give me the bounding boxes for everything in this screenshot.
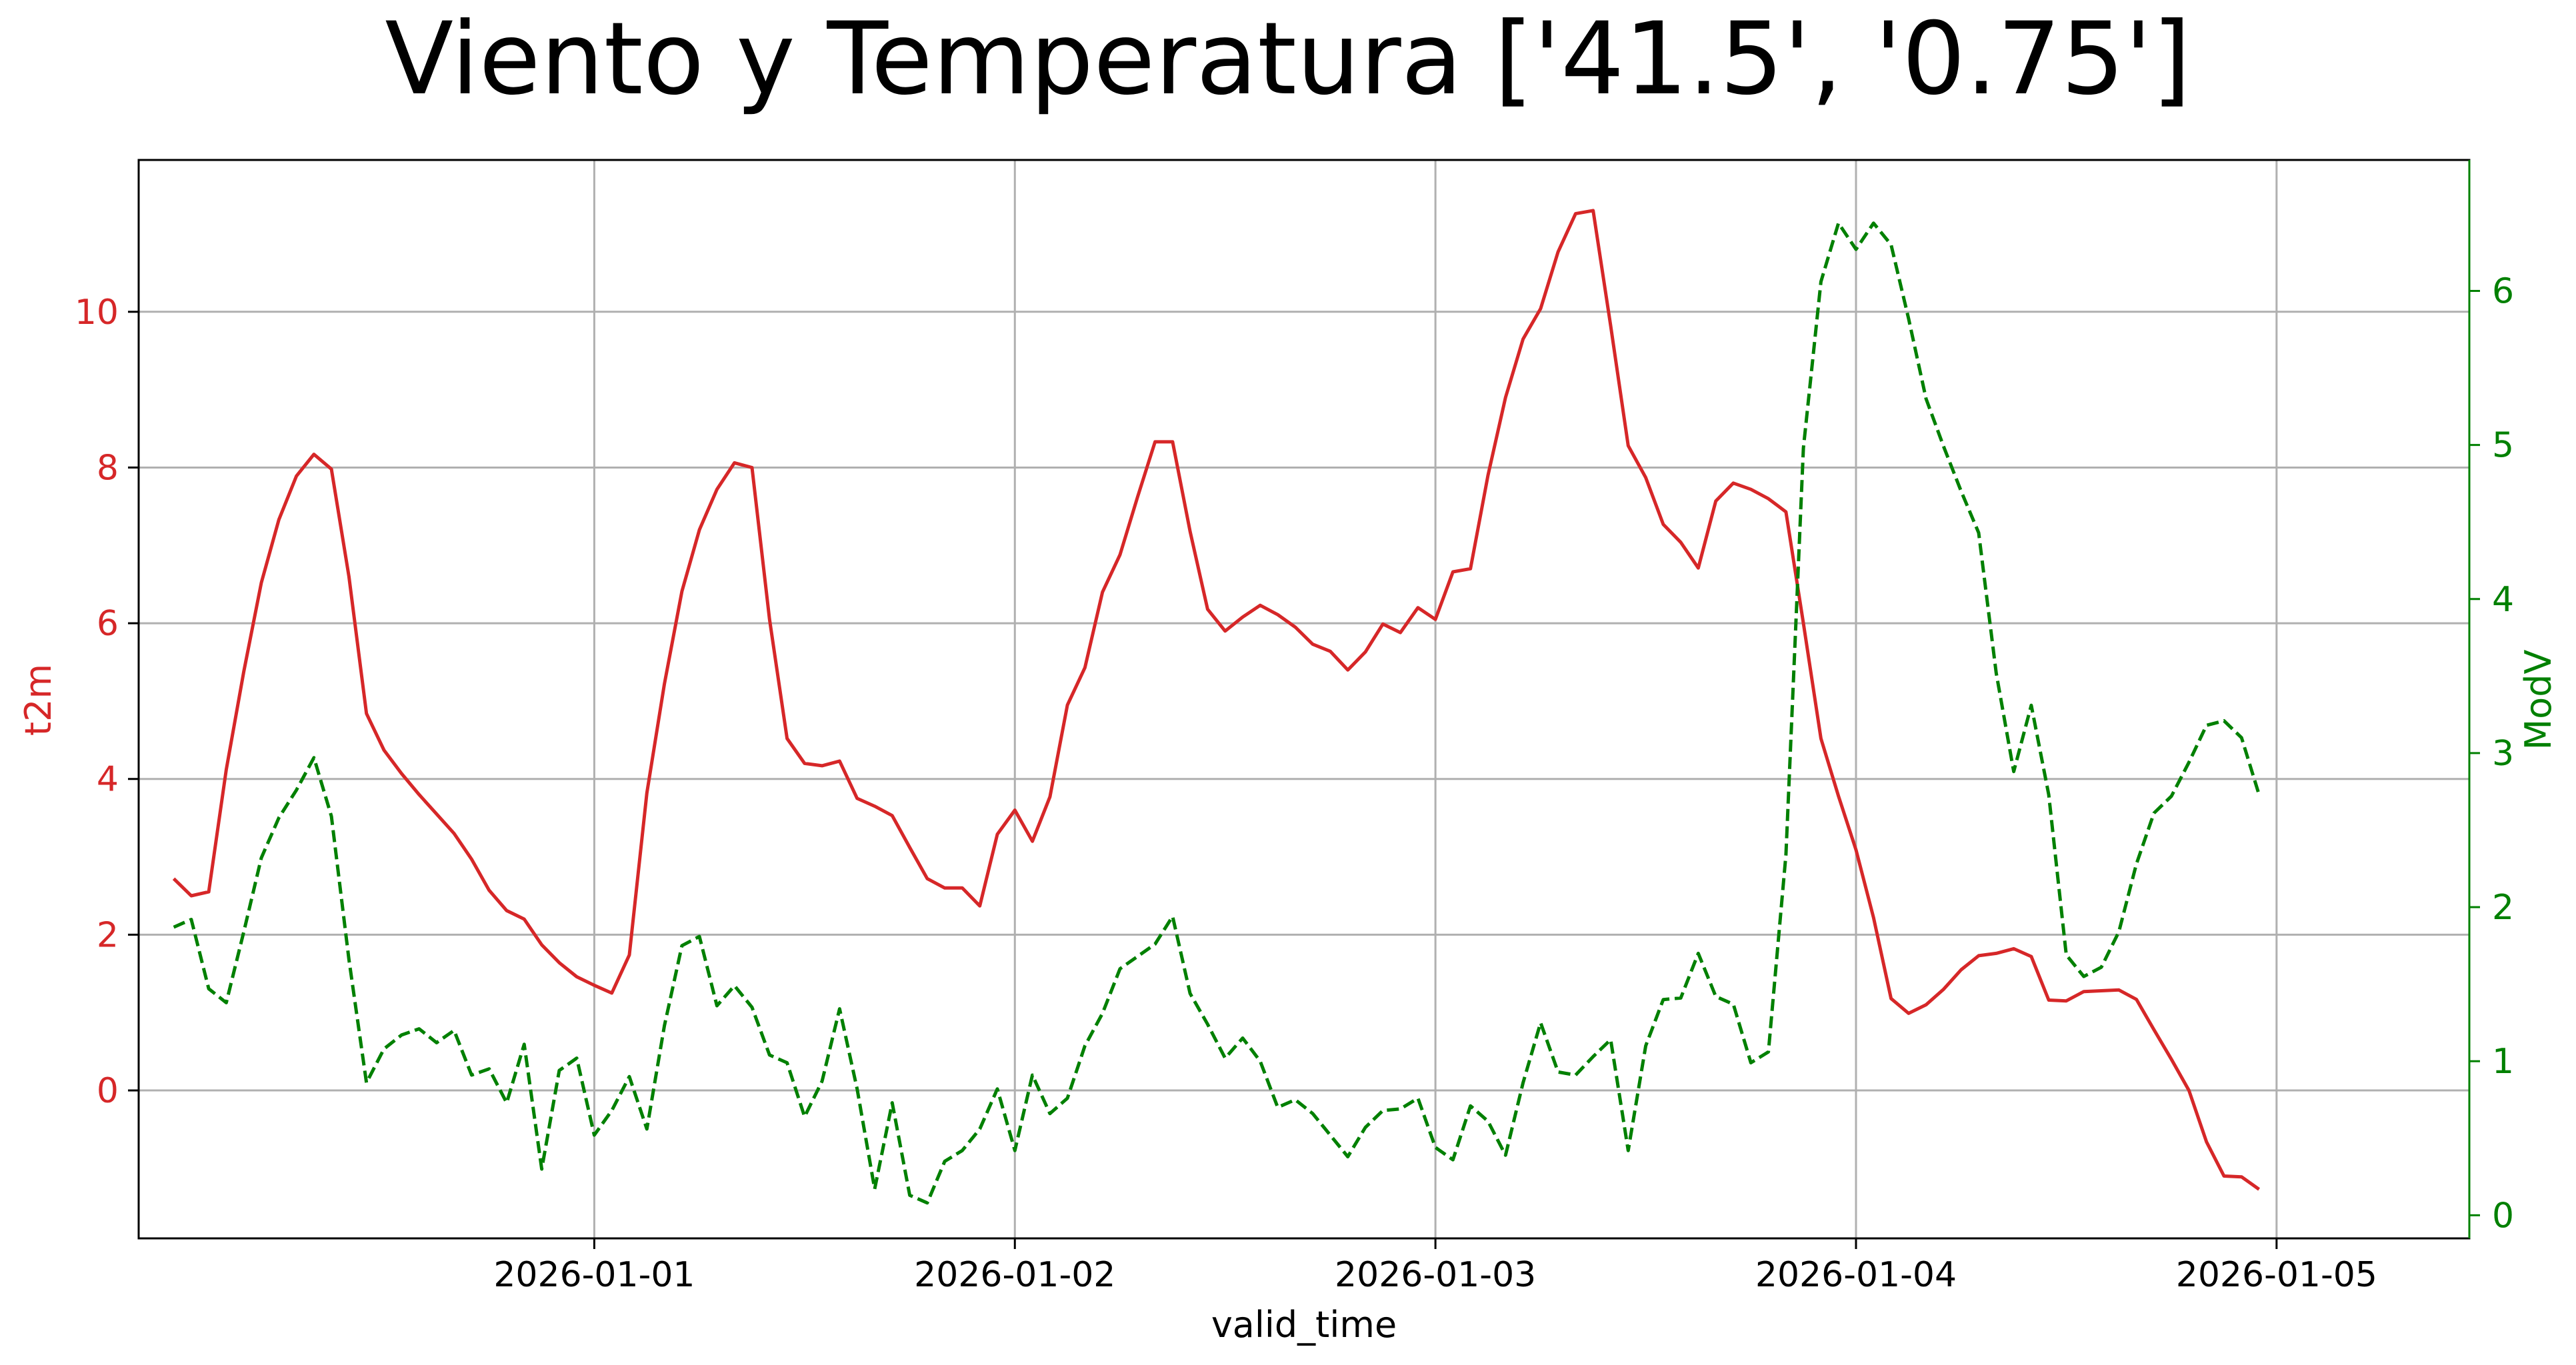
right-tick-label: 5 [2492, 426, 2514, 466]
left-tick-label: 6 [97, 604, 119, 644]
left-axis-label: t2m [17, 664, 59, 736]
x-axis: 2026-01-01 2026-01-02 2026-01-03 2026-01-04… [493, 1238, 2377, 1295]
x-tick-label: 2026-01-04 [1755, 1255, 1957, 1295]
left-axis: 0 2 4 6 8 10 [75, 293, 139, 1111]
series-line-modv [173, 221, 2261, 1205]
plot-lines [172, 209, 2261, 1205]
grid-lines [139, 160, 2469, 1238]
left-tick-label: 2 [97, 915, 119, 955]
plot-frame [137, 159, 2471, 1240]
right-tick-label: 4 [2492, 580, 2514, 620]
x-tick-label: 2026-01-02 [914, 1255, 1115, 1295]
right-axis-label: ModV [2517, 650, 2559, 750]
x-axis-label: valid_time [1211, 1304, 1397, 1346]
left-tick-label: 0 [97, 1071, 119, 1111]
right-tick-label: 3 [2492, 734, 2514, 774]
right-tick-label: 2 [2492, 888, 2514, 928]
right-tick-label: 6 [2492, 271, 2514, 311]
x-tick-label: 2026-01-05 [2176, 1255, 2377, 1295]
left-tick-label: 10 [75, 293, 119, 333]
x-tick-label: 2026-01-01 [493, 1255, 695, 1295]
x-tick-label: 2026-01-03 [1335, 1255, 1536, 1295]
right-axis: 0 1 2 3 4 5 6 [2468, 160, 2514, 1238]
right-tick-label: 1 [2492, 1042, 2514, 1082]
right-tick-label: 0 [2492, 1196, 2514, 1236]
series-line-t2m [172, 209, 2261, 1191]
left-tick-label: 8 [97, 448, 119, 488]
left-tick-label: 4 [97, 760, 119, 800]
chart-title: Viento y Temperatura ['41.5', '0.75'] [385, 1, 2191, 117]
